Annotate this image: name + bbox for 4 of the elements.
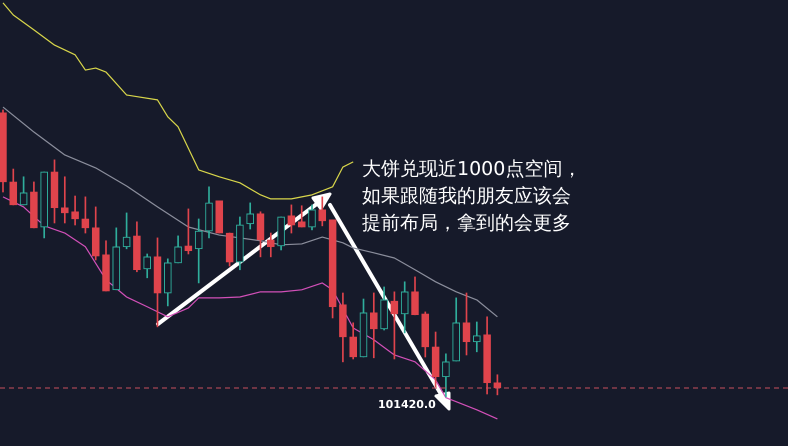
annotation: 如果跟随我的朋友应该会	[362, 184, 572, 209]
text: 101420.0	[378, 398, 436, 411]
annotation: 大饼兑现近1000点空间，	[362, 157, 582, 182]
annotation: 提前布局，拿到的会更多	[362, 211, 572, 236]
